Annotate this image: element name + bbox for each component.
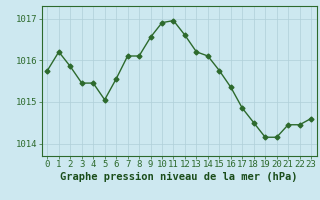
X-axis label: Graphe pression niveau de la mer (hPa): Graphe pression niveau de la mer (hPa)	[60, 172, 298, 182]
